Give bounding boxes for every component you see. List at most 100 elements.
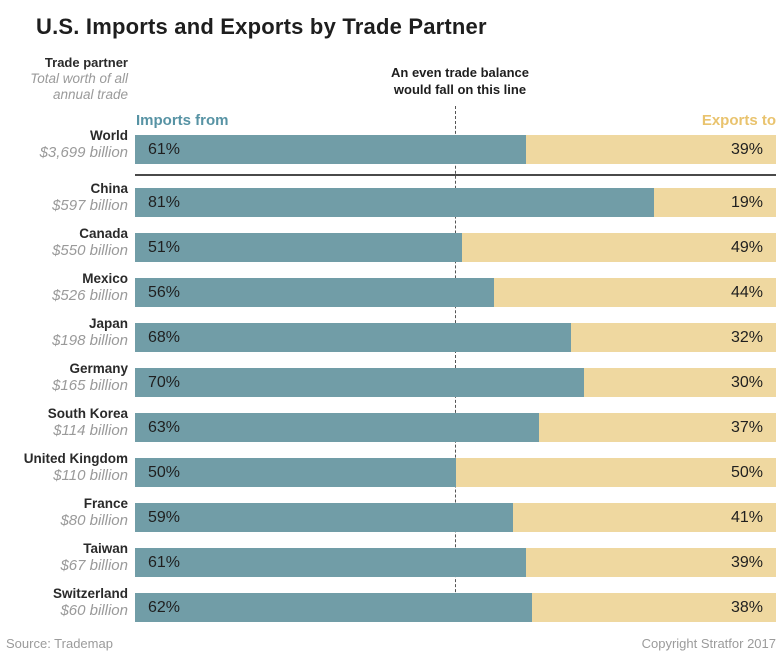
trade-bar: 61% 39% bbox=[135, 548, 776, 577]
imports-bar-segment: 68% bbox=[135, 323, 571, 352]
exports-column-label: Exports to bbox=[701, 112, 776, 129]
exports-bar-segment: 44% bbox=[493, 278, 776, 307]
imports-pct-label: 62% bbox=[148, 598, 181, 616]
imports-bar-segment: 51% bbox=[135, 233, 462, 262]
exports-pct-label: 30% bbox=[730, 373, 763, 391]
row-partner-label-block: South Korea $114 billion bbox=[0, 405, 128, 440]
partner-name: South Korea bbox=[47, 406, 128, 421]
partner-name: China bbox=[90, 181, 128, 196]
row-partner-label-block: Canada $550 billion bbox=[0, 225, 128, 260]
world-separator-line bbox=[135, 174, 776, 176]
exports-bar-segment: 32% bbox=[570, 323, 776, 352]
partner-total-trade: $165 billion bbox=[52, 377, 128, 394]
trade-bar: 81% 19% bbox=[135, 188, 776, 217]
exports-bar-segment: 41% bbox=[513, 503, 776, 532]
partner-name: United Kingdom bbox=[23, 451, 128, 466]
row-partner-label-block: Mexico $526 billion bbox=[0, 270, 128, 305]
exports-bar-segment: 37% bbox=[538, 413, 776, 442]
imports-bar-segment: 56% bbox=[135, 278, 494, 307]
row-partner-label-block: Germany $165 billion bbox=[0, 360, 128, 395]
imports-pct-label: 61% bbox=[148, 553, 181, 571]
imports-bar-segment: 59% bbox=[135, 503, 514, 532]
imports-pct-label: 68% bbox=[148, 328, 181, 346]
exports-bar-segment: 50% bbox=[455, 458, 776, 487]
partner-column-sublabel-line1: Total worth of all bbox=[30, 71, 128, 86]
trade-bar: 68% 32% bbox=[135, 323, 776, 352]
partner-total-trade: $3,699 billion bbox=[39, 144, 128, 161]
row-partner-label-block: Taiwan $67 billion bbox=[0, 540, 128, 575]
exports-pct-label: 50% bbox=[730, 463, 763, 481]
imports-pct-label: 70% bbox=[148, 373, 181, 391]
imports-pct-label: 51% bbox=[148, 238, 181, 256]
imports-bar-segment: 50% bbox=[135, 458, 456, 487]
partner-name: France bbox=[83, 496, 128, 511]
partner-column-header: Trade partner Total worth of all annual … bbox=[0, 54, 128, 103]
trade-bar: 61% 39% bbox=[135, 135, 776, 164]
row-partner-label-block: United Kingdom $110 billion bbox=[0, 450, 128, 485]
partner-name: Japan bbox=[88, 316, 128, 331]
exports-pct-label: 37% bbox=[730, 418, 763, 436]
balance-annotation-line1: An even trade balance bbox=[391, 65, 529, 80]
imports-bar-segment: 61% bbox=[135, 135, 526, 164]
exports-bar-segment: 19% bbox=[654, 188, 776, 217]
exports-bar-segment: 39% bbox=[526, 135, 776, 164]
balance-annotation: An even trade balance would fall on this… bbox=[340, 64, 580, 98]
trade-bar: 70% 30% bbox=[135, 368, 776, 397]
partner-total-trade: $550 billion bbox=[52, 242, 128, 259]
exports-pct-label: 49% bbox=[730, 238, 763, 256]
row-partner-label-block: China $597 billion bbox=[0, 180, 128, 215]
exports-pct-label: 44% bbox=[730, 283, 763, 301]
trade-bar: 63% 37% bbox=[135, 413, 776, 442]
exports-bar-segment: 38% bbox=[532, 593, 776, 622]
imports-pct-label: 59% bbox=[148, 508, 181, 526]
row-partner-label-block: France $80 billion bbox=[0, 495, 128, 530]
imports-bar-segment: 63% bbox=[135, 413, 539, 442]
exports-pct-label: 38% bbox=[730, 598, 763, 616]
imports-bar-segment: 62% bbox=[135, 593, 533, 622]
imports-pct-label: 56% bbox=[148, 283, 181, 301]
partner-total-trade: $80 billion bbox=[60, 512, 128, 529]
exports-bar-segment: 30% bbox=[583, 368, 776, 397]
trade-bar: 56% 44% bbox=[135, 278, 776, 307]
exports-pct-label: 19% bbox=[730, 193, 763, 211]
partner-name: Taiwan bbox=[83, 541, 128, 556]
partner-total-trade: $110 billion bbox=[53, 467, 128, 484]
row-partner-label-block: World $3,699 billion bbox=[0, 127, 128, 162]
partner-column-label: Trade partner bbox=[44, 55, 128, 70]
page-title: U.S. Imports and Exports by Trade Partne… bbox=[36, 14, 487, 39]
imports-pct-label: 50% bbox=[148, 463, 181, 481]
partner-name: Canada bbox=[79, 226, 128, 241]
trade-bar: 59% 41% bbox=[135, 503, 776, 532]
trade-bar: 50% 50% bbox=[135, 458, 776, 487]
imports-bar-segment: 70% bbox=[135, 368, 584, 397]
balance-dashed-line bbox=[455, 106, 456, 622]
partner-total-trade: $198 billion bbox=[52, 332, 128, 349]
balance-annotation-line2: would fall on this line bbox=[393, 82, 527, 97]
footer-source: Source: Trademap bbox=[6, 636, 113, 651]
imports-column-label: Imports from bbox=[136, 112, 229, 129]
partner-total-trade: $67 billion bbox=[60, 557, 128, 574]
partner-name: Germany bbox=[69, 361, 128, 376]
exports-bar-segment: 49% bbox=[461, 233, 776, 262]
exports-pct-label: 41% bbox=[730, 508, 763, 526]
imports-bar-segment: 81% bbox=[135, 188, 655, 217]
exports-pct-label: 39% bbox=[730, 553, 763, 571]
partner-name: Switzerland bbox=[52, 586, 128, 601]
partner-total-trade: $526 billion bbox=[52, 287, 128, 304]
exports-bar-segment: 39% bbox=[526, 548, 776, 577]
row-partner-label-block: Japan $198 billion bbox=[0, 315, 128, 350]
imports-bar-segment: 61% bbox=[135, 548, 526, 577]
partner-column-sublabel-line2: annual trade bbox=[52, 87, 128, 102]
footer-copyright: Copyright Stratfor 2017 bbox=[641, 636, 776, 651]
imports-pct-label: 61% bbox=[148, 140, 181, 158]
trade-bar: 62% 38% bbox=[135, 593, 776, 622]
partner-total-trade: $60 billion bbox=[60, 602, 128, 619]
partner-name: World bbox=[90, 128, 128, 143]
exports-pct-label: 32% bbox=[730, 328, 763, 346]
exports-pct-label: 39% bbox=[730, 140, 763, 158]
trade-bar: 51% 49% bbox=[135, 233, 776, 262]
imports-pct-label: 63% bbox=[148, 418, 181, 436]
row-partner-label-block: Switzerland $60 billion bbox=[0, 585, 128, 620]
partner-total-trade: $597 billion bbox=[52, 197, 128, 214]
